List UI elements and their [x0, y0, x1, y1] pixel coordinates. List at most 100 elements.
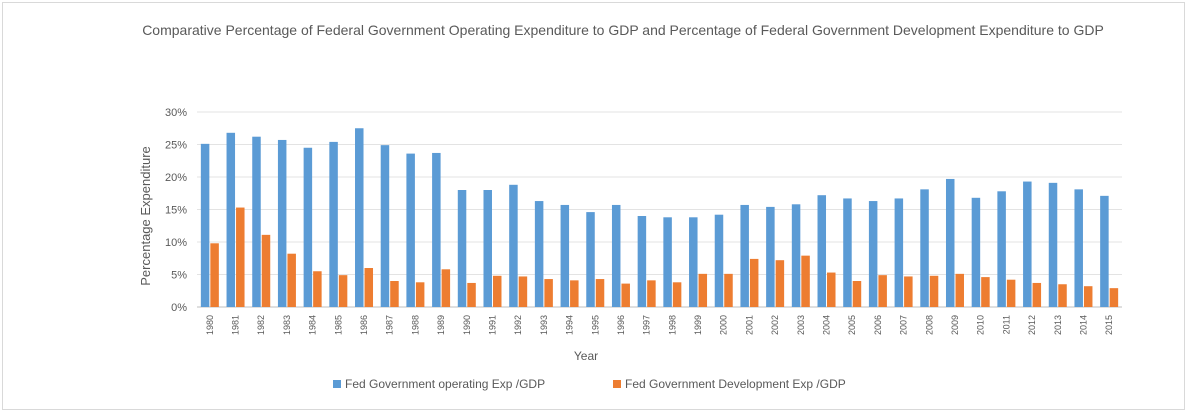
bar-development — [544, 279, 553, 307]
bar-operating — [1074, 189, 1083, 307]
x-tick-label: 1998 — [667, 315, 677, 335]
bar-development — [672, 282, 682, 307]
x-tick-label: 2001 — [744, 315, 754, 335]
bar-development — [441, 269, 451, 307]
x-tick-label: 2012 — [1027, 315, 1037, 335]
bar-development — [287, 253, 296, 307]
bar-operating — [894, 198, 904, 307]
x-tick-label: 2003 — [796, 315, 806, 335]
bar-operating — [277, 139, 287, 307]
bar-development — [1109, 288, 1119, 307]
bar-development — [1006, 279, 1016, 307]
bar-development — [210, 243, 219, 307]
bar-development — [929, 275, 939, 307]
x-tick-label: 2008 — [924, 315, 934, 335]
bar-operating — [920, 189, 929, 307]
bar-development — [955, 273, 964, 307]
x-tick-label: 1993 — [539, 315, 549, 335]
x-axis-label: Year — [574, 349, 598, 363]
bar-operating — [432, 152, 441, 307]
bar-development — [492, 275, 502, 307]
bar-development — [364, 268, 374, 307]
x-tick-label: 1984 — [308, 315, 318, 335]
bar-operating — [740, 204, 749, 307]
x-tick-label: 1988 — [410, 315, 420, 335]
y-axis-ticks: 0% 5% 10% 15% 20% 25% 30% — [165, 107, 187, 314]
bar-development — [570, 280, 579, 307]
bar-operating — [534, 201, 544, 307]
x-tick-label: 1987 — [385, 315, 395, 335]
bar-development — [595, 279, 605, 307]
x-tick-label: 1989 — [436, 315, 446, 335]
x-tick-label: 2002 — [770, 315, 780, 335]
y-tick-label: 10% — [165, 237, 187, 249]
bar-development — [749, 258, 759, 307]
legend: Fed Government operating Exp /GDP Fed Gov… — [333, 377, 846, 391]
bar-development — [518, 276, 528, 307]
bar-development — [878, 275, 887, 307]
x-tick-label: 2014 — [1078, 315, 1088, 335]
bar-operating — [226, 132, 236, 307]
x-tick-label: 2013 — [1053, 315, 1063, 335]
x-tick-label: 1985 — [333, 315, 343, 335]
bar-operating — [663, 217, 672, 307]
bar-operating — [714, 214, 724, 307]
x-tick-label: 1982 — [256, 315, 266, 335]
bar-operating — [945, 178, 955, 307]
x-tick-label: 1997 — [642, 315, 652, 335]
legend-swatch-operating — [333, 380, 341, 388]
bar-development — [467, 282, 476, 307]
bar-operating — [817, 195, 827, 307]
bar-operating — [406, 153, 415, 307]
bar-operating — [637, 216, 647, 307]
x-axis-ticks: 1980 1981 1982 1983 1984 1985 1986 1987 1988 1989… — [205, 315, 1114, 335]
y-tick-label: 15% — [165, 205, 187, 217]
y-axis-label: Percentage Expenditure — [138, 146, 153, 285]
bar-development — [698, 273, 708, 307]
bar-operating — [457, 190, 467, 307]
bar-operating — [868, 201, 878, 307]
bar-development — [775, 260, 785, 307]
bar-operating — [509, 184, 518, 307]
x-tick-label: 2010 — [976, 315, 986, 335]
bar-operating — [200, 143, 210, 307]
chart-title: Comparative Percentage of Federal Govern… — [142, 22, 1104, 38]
bar-operating — [843, 198, 852, 307]
x-tick-label: 1991 — [487, 315, 497, 335]
x-tick-label: 1995 — [590, 315, 600, 335]
bars — [200, 128, 1119, 307]
bar-operating — [1048, 182, 1058, 307]
legend-label-operating: Fed Government operating Exp /GDP — [345, 377, 545, 391]
bar-development — [338, 275, 348, 307]
bar-development — [236, 207, 245, 307]
bar-operating — [689, 217, 698, 307]
x-tick-label: 2009 — [950, 315, 960, 335]
bar-operating — [1100, 195, 1109, 307]
bar-operating — [483, 190, 492, 307]
bar-development — [827, 272, 836, 307]
bar-development — [801, 255, 810, 307]
x-tick-label: 1983 — [282, 315, 292, 335]
x-tick-label: 2006 — [873, 315, 883, 335]
bar-operating — [380, 145, 390, 307]
bar-development — [390, 281, 399, 307]
x-tick-label: 2005 — [847, 315, 857, 335]
bar-development — [415, 282, 425, 307]
x-tick-label: 1980 — [205, 315, 215, 335]
bar-operating — [560, 204, 570, 307]
x-tick-label: 1990 — [462, 315, 472, 335]
bar-development — [647, 280, 656, 307]
y-tick-label: 20% — [165, 172, 187, 184]
y-tick-label: 30% — [165, 107, 187, 119]
bar-development — [981, 277, 990, 307]
bar-operating — [252, 136, 261, 307]
bar-operating — [997, 191, 1006, 307]
x-tick-label: 1999 — [693, 315, 703, 335]
bar-development — [852, 281, 862, 307]
bar-development — [1083, 286, 1093, 307]
x-tick-label: 2015 — [1104, 315, 1114, 335]
bar-operating — [355, 128, 364, 307]
bar-development — [313, 271, 322, 307]
x-tick-label: 1986 — [359, 315, 369, 335]
